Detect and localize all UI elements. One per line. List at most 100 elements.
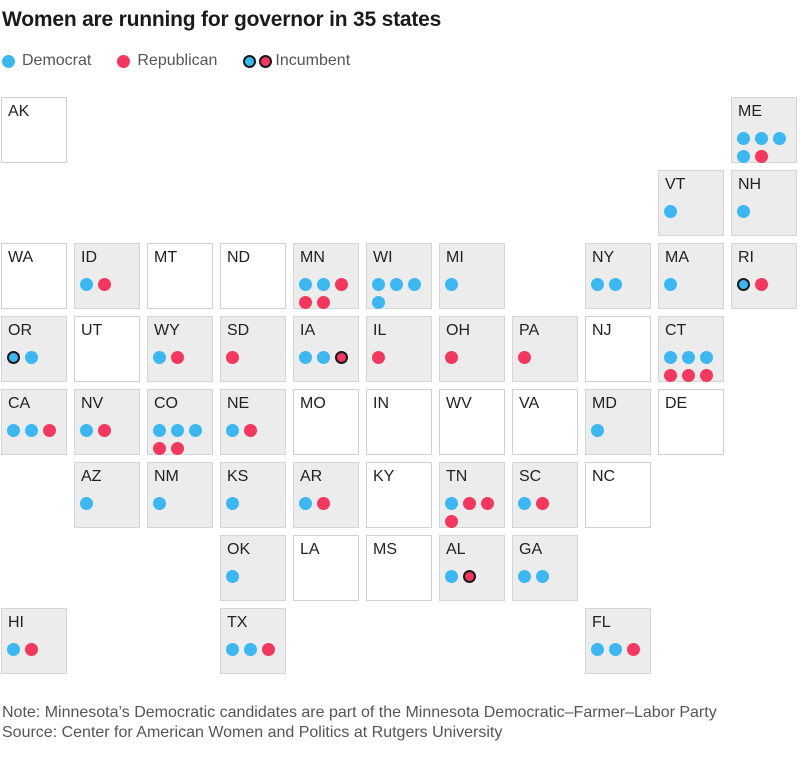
state-tile-co: CO <box>147 389 213 455</box>
state-tile-ct: CT <box>658 316 724 382</box>
state-tile-nc: NC <box>585 462 651 528</box>
incumbent-democrat-candidate-dot <box>7 351 20 364</box>
legend-republican-label: Republican <box>137 52 218 69</box>
state-abbr: TX <box>227 614 248 631</box>
state-abbr: KY <box>373 468 395 485</box>
state-tile-la: LA <box>293 535 359 601</box>
state-abbr: DE <box>665 395 688 412</box>
state-abbr: MS <box>373 541 397 558</box>
state-tile-tn: TN <box>439 462 505 528</box>
candidate-dots <box>80 424 140 442</box>
state-tile-wy: WY <box>147 316 213 382</box>
state-tile-ia: IA <box>293 316 359 382</box>
democrat-candidate-dot <box>682 351 695 364</box>
candidate-dots <box>7 643 67 661</box>
state-tile-md: MD <box>585 389 651 455</box>
republican-candidate-dot <box>664 369 677 382</box>
republican-candidate-dot <box>98 278 111 291</box>
state-abbr: NE <box>227 395 250 412</box>
state-tile-hi: HI <box>1 608 67 674</box>
state-abbr: UT <box>81 322 103 339</box>
democrat-candidate-dot <box>226 424 239 437</box>
state-tile-ms: MS <box>366 535 432 601</box>
state-tile-fl: FL <box>585 608 651 674</box>
republican-candidate-dot <box>335 278 348 291</box>
democrat-candidate-dot <box>171 424 184 437</box>
state-abbr: TN <box>446 468 468 485</box>
candidate-dots <box>737 132 797 168</box>
republican-candidate-dot <box>43 424 56 437</box>
state-abbr: NM <box>154 468 179 485</box>
note-text: Note: Minnesota’s Democratic candidates … <box>2 704 717 721</box>
republican-candidate-dot <box>153 442 166 455</box>
democrat-candidate-dot <box>25 351 38 364</box>
candidate-dots <box>445 351 505 369</box>
candidate-dots <box>591 278 651 296</box>
democrat-candidate-dot <box>591 643 604 656</box>
candidate-dots <box>299 278 359 314</box>
state-tile-in: IN <box>366 389 432 455</box>
democrat-candidate-dot <box>445 497 458 510</box>
republican-candidate-dot <box>244 424 257 437</box>
republican-candidate-dot <box>445 351 458 364</box>
democrat-candidate-dot <box>317 351 330 364</box>
state-abbr: MT <box>154 249 178 266</box>
democrat-candidate-dot <box>299 497 312 510</box>
candidate-dots <box>80 497 140 515</box>
state-tile-ri: RI <box>731 243 797 309</box>
democrat-candidate-dot <box>7 424 20 437</box>
democrat-candidate-dot <box>664 278 677 291</box>
candidate-dots <box>591 424 651 442</box>
republican-candidate-dot <box>481 497 494 510</box>
legend: Democrat Republican Incumbent <box>2 50 376 72</box>
legend-incumbent-label: Incumbent <box>275 52 351 69</box>
state-abbr: CA <box>8 395 31 412</box>
state-abbr: AK <box>8 103 30 120</box>
state-abbr: MN <box>300 249 325 266</box>
state-tile-sd: SD <box>220 316 286 382</box>
democrat-candidate-dot <box>664 351 677 364</box>
democrat-candidate-dot <box>226 497 239 510</box>
state-tile-nm: NM <box>147 462 213 528</box>
legend-incumbent: Incumbent <box>243 52 350 70</box>
candidate-dots <box>226 570 286 588</box>
state-tile-de: DE <box>658 389 724 455</box>
state-abbr: OK <box>227 541 251 558</box>
republican-candidate-dot <box>25 643 38 656</box>
state-abbr: OR <box>8 322 32 339</box>
democrat-candidate-dot <box>591 278 604 291</box>
incumbent-republican-candidate-dot <box>335 351 348 364</box>
democrat-candidate-dot <box>299 351 312 364</box>
republican-candidate-dot <box>372 351 385 364</box>
democrat-candidate-dot <box>153 497 166 510</box>
state-tile-ny: NY <box>585 243 651 309</box>
state-abbr: WY <box>154 322 180 339</box>
candidate-dots <box>372 351 432 369</box>
republican-candidate-dot <box>445 515 458 528</box>
candidate-dots <box>737 205 797 223</box>
state-abbr: WI <box>373 249 393 266</box>
democrat-candidate-dot <box>80 424 93 437</box>
democrat-candidate-dot <box>226 643 239 656</box>
state-tile-ky: KY <box>366 462 432 528</box>
state-abbr: GA <box>519 541 543 558</box>
candidate-dots <box>664 351 724 387</box>
state-abbr: VT <box>665 176 686 193</box>
republican-candidate-dot <box>755 150 768 163</box>
democrat-candidate-dot <box>153 351 166 364</box>
state-tile-ut: UT <box>74 316 140 382</box>
state-tile-il: IL <box>366 316 432 382</box>
state-abbr: HI <box>8 614 24 631</box>
state-tile-mo: MO <box>293 389 359 455</box>
candidate-dots <box>7 424 67 442</box>
candidate-dots <box>7 351 67 369</box>
state-abbr: LA <box>300 541 320 558</box>
state-tile-pa: PA <box>512 316 578 382</box>
candidate-dots <box>591 643 651 661</box>
state-abbr: SD <box>227 322 250 339</box>
candidate-dots <box>445 570 505 588</box>
republican-candidate-dot <box>171 351 184 364</box>
democrat-candidate-dot <box>700 351 713 364</box>
democrat-candidate-dot <box>445 570 458 583</box>
state-abbr: IL <box>373 322 387 339</box>
